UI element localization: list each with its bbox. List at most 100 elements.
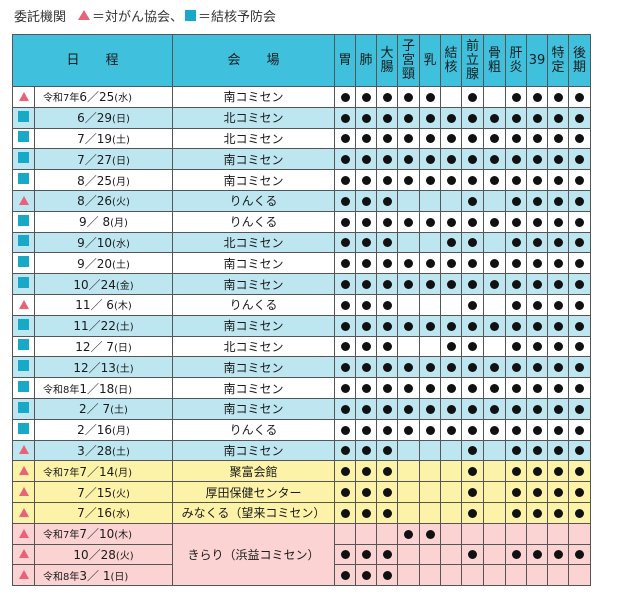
legend-item-tb-association: ＝結核予防会 (198, 9, 277, 25)
weekday-label: (土) (112, 446, 130, 458)
exam-cell (440, 522, 462, 545)
available-dot-icon (404, 259, 413, 269)
available-dot-icon (404, 155, 413, 165)
available-dot-icon (532, 404, 542, 414)
available-dot-icon (575, 550, 584, 560)
available-dot-icon (425, 92, 435, 102)
date-cell: 2／ 7(土) (34, 397, 173, 420)
exam-cell (568, 522, 591, 545)
available-dot-icon (340, 92, 350, 102)
header-col-hepatitis: 肝炎 (505, 34, 527, 87)
exam-cell (440, 543, 462, 566)
available-dot-icon (575, 404, 584, 414)
weekday-label: (水) (114, 93, 133, 105)
exam-cell (547, 335, 569, 358)
available-dot-icon (446, 280, 456, 290)
exam-cell (483, 252, 506, 275)
available-dot-icon (532, 321, 542, 331)
available-dot-icon (382, 238, 392, 248)
available-dot-icon (361, 155, 371, 165)
weekday-label: (月) (112, 426, 130, 438)
exam-cell (397, 231, 420, 254)
exam-cell (483, 460, 506, 483)
exam-cell (526, 189, 548, 212)
available-dot-icon (425, 529, 435, 539)
exam-cell (483, 439, 506, 462)
available-dot-icon (468, 196, 477, 206)
exam-cell (568, 231, 591, 254)
agency-marker (12, 481, 35, 503)
date-label: 7／27 (77, 152, 113, 167)
date-label: 3／ 1 (79, 568, 111, 583)
available-dot-icon (511, 300, 521, 310)
exam-cell (505, 397, 527, 420)
exam-cell (419, 210, 441, 233)
available-dot-icon (404, 321, 413, 331)
weekday-label: (火) (112, 197, 130, 209)
available-dot-icon (468, 550, 477, 560)
agency-marker (12, 522, 35, 545)
exam-cell (419, 335, 441, 358)
exam-cell (547, 543, 569, 566)
date-cell: 令和7年7／10(木) (34, 522, 173, 545)
exam-cell (483, 127, 506, 150)
date-cell: 8／26(火) (34, 189, 173, 212)
available-dot-icon (532, 363, 542, 373)
available-dot-icon (382, 259, 392, 269)
agency-marker (12, 169, 35, 191)
date-label: 12／13 (73, 360, 116, 375)
exam-cell (376, 189, 398, 212)
exam-cell (376, 106, 398, 129)
exam-cell (376, 169, 398, 191)
date-cell: 11／22(土) (34, 314, 173, 337)
available-dot-icon (382, 280, 392, 290)
available-dot-icon (382, 176, 392, 186)
table-row: 令和8年1／18(日) 南コミセン (12, 377, 591, 399)
available-dot-icon (468, 92, 477, 102)
exam-cell (355, 127, 377, 150)
available-dot-icon (340, 571, 350, 581)
exam-cell (419, 252, 441, 275)
exam-cell (461, 356, 484, 379)
available-dot-icon (340, 155, 350, 165)
venue-cell: 北コミセン (172, 335, 335, 358)
exam-cell (568, 481, 591, 503)
available-dot-icon (446, 342, 456, 352)
available-dot-icon (511, 508, 521, 518)
header-col-late-stage: 後期 (568, 34, 591, 87)
exam-cell (483, 169, 506, 191)
table-row: 6／29(日) 北コミセン (12, 106, 591, 129)
available-dot-icon (511, 342, 521, 352)
exam-cell (397, 543, 420, 566)
available-dot-icon (382, 508, 392, 518)
exam-cell (547, 210, 569, 233)
available-dot-icon (446, 238, 456, 248)
exam-cell (355, 335, 377, 358)
agency-marker (12, 460, 35, 483)
exam-cell (376, 564, 398, 587)
available-dot-icon (340, 176, 350, 186)
exam-cell (461, 377, 484, 399)
venue-cell: 北コミセン (172, 127, 335, 150)
exam-cell (461, 501, 484, 524)
agency-marker (12, 293, 35, 316)
header-col-stomach: 胃 (334, 34, 356, 87)
available-dot-icon (468, 467, 477, 477)
available-dot-icon (468, 321, 477, 331)
exam-cell (547, 522, 569, 545)
exam-cell (419, 564, 441, 587)
weekday-label: (金) (115, 280, 134, 292)
venue-cell: りんくる (172, 293, 335, 316)
exam-cell (355, 252, 377, 275)
exam-cell (376, 86, 398, 108)
exam-cell (505, 564, 527, 587)
date-label: 8／26 (77, 194, 113, 209)
available-dot-icon (425, 134, 435, 144)
table-row: 令和7年7／14(月) 聚富会館 (12, 460, 591, 483)
square-icon (185, 9, 197, 21)
exam-cell (440, 397, 462, 420)
exam-cell (376, 314, 398, 337)
available-dot-icon (532, 300, 542, 310)
agency-marker (12, 231, 35, 254)
exam-cell (526, 356, 548, 379)
